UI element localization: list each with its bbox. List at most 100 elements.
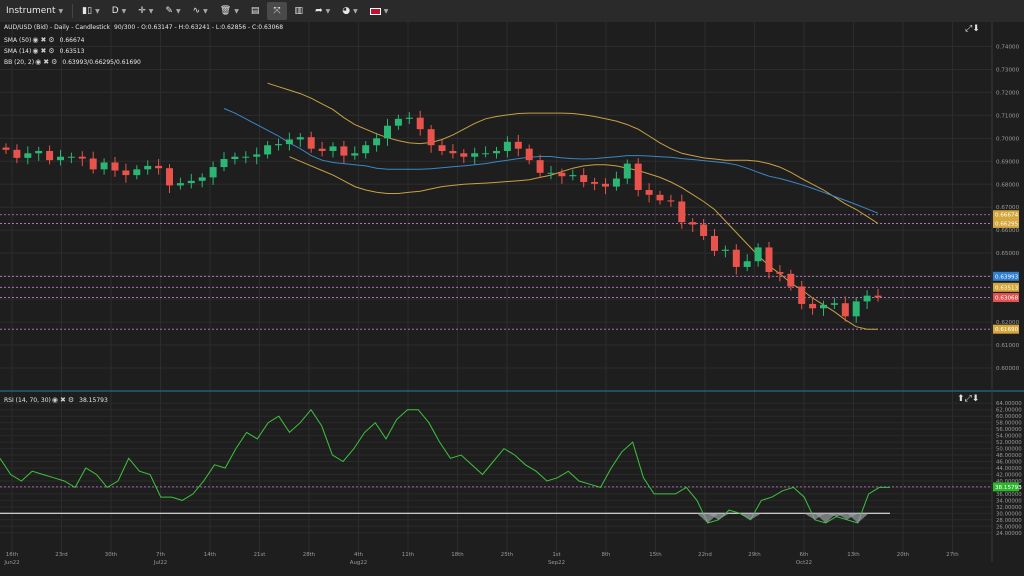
rsi-tick-label: 44.00000	[996, 466, 1022, 472]
price-tick-label: 0.60000	[996, 366, 1020, 372]
candle-body	[645, 190, 653, 195]
rsi-oversold-area	[739, 513, 762, 520]
price-tag-label: 0.61690	[995, 327, 1019, 333]
sma50-legend: SMA (50) ◉ ✖ ⚙ 0.66674	[4, 36, 84, 44]
gear-icon[interactable]: ⚙	[48, 47, 55, 55]
eye-icon[interactable]: ◉	[35, 58, 42, 66]
candle-body	[166, 168, 173, 186]
sma14-value: 0.63513	[59, 47, 85, 55]
candle-body	[285, 139, 293, 145]
close-icon[interactable]: ✖	[40, 47, 47, 55]
candle-body	[612, 178, 620, 187]
share-menu[interactable]: ➦ ▼	[309, 0, 336, 22]
time-tick-label: 27th	[946, 552, 958, 558]
price-tag-box	[993, 271, 1019, 281]
indicators-menu[interactable]: ∿ ▼	[187, 0, 214, 22]
rsi-tick-label: 60.00000	[996, 414, 1022, 420]
language-menu[interactable]: ▼	[364, 0, 395, 22]
candle-body	[536, 160, 544, 173]
instrument-menu[interactable]: Instrument ▼	[0, 0, 69, 22]
price-tag-label: 0.66295	[995, 221, 1019, 227]
candle-body	[732, 249, 740, 267]
price-tick-label: 0.65000	[996, 251, 1020, 257]
gear-icon[interactable]: ⚙	[48, 36, 55, 44]
time-tick-label: 4th	[354, 552, 363, 558]
price-hlines	[0, 214, 992, 330]
toolbar: Instrument ▼ ▮▯ ▼ D ▼ ✛ ▼ ✎ ▼ ∿ ▼ 🗑 ▼ ▤ ⤧ ▥ ➦ ▼ …	[0, 0, 1024, 23]
theme-menu[interactable]: ◕ ▼	[336, 0, 363, 22]
candle-body	[634, 163, 642, 191]
candle-body	[776, 272, 784, 274]
candle-body	[57, 156, 64, 161]
rsi-tick-label: 54.00000	[996, 434, 1022, 440]
time-tick-label: 11th	[402, 552, 414, 558]
rsi-tick-label: 28.00000	[996, 518, 1022, 524]
candle-body	[394, 118, 402, 126]
delete-menu[interactable]: 🗑 ▼	[214, 0, 245, 22]
candle-body	[78, 156, 86, 159]
rsi-tick-label: 64.00000	[996, 401, 1022, 407]
close-icon[interactable]: ✖	[43, 58, 50, 66]
chart-canvas[interactable]: 0.74000 0.73000 0.72000 0.71000 0.70000 0.690…	[0, 22, 1024, 576]
candle-body	[820, 304, 827, 309]
sma14-legend: SMA (14) ◉ ✖ ⚙ 0.63513	[4, 47, 84, 55]
time-tick-label: 30th	[105, 552, 117, 558]
draw-menu[interactable]: ✎ ▼	[159, 0, 186, 22]
candle-body	[307, 137, 315, 149]
candle-body	[471, 153, 479, 157]
candle-body	[198, 177, 206, 181]
price-tag-label: 0.63993	[995, 274, 1019, 280]
candle-body	[438, 145, 446, 151]
candle-body	[787, 273, 795, 287]
price-axis: 0.74000 0.73000 0.72000 0.71000 0.70000 0.690…	[996, 44, 1020, 372]
rsi-oversold-area	[814, 513, 837, 523]
candle-body	[863, 295, 871, 302]
compare-button[interactable]: ⤧	[267, 2, 287, 20]
share-icon: ➦	[315, 6, 323, 16]
candles-menu[interactable]: ▮▯ ▼	[76, 0, 106, 22]
candle-body	[841, 303, 849, 317]
eye-icon[interactable]: ◉	[51, 396, 58, 404]
price-tag-box	[993, 218, 1019, 228]
rsi-tick-label: 32.00000	[996, 505, 1022, 511]
timeframe-menu[interactable]: D ▼	[106, 0, 133, 22]
close-icon[interactable]: ✖	[59, 396, 66, 404]
chevron-down-icon: ▼	[148, 7, 154, 15]
price-tick-label: 0.66000	[996, 228, 1020, 234]
candles	[2, 110, 882, 323]
rsi-tag-label: 38.15793	[995, 485, 1022, 491]
price-tags: 0.66674 0.66295 0.63993 0.63513 0.63068 0.616…	[993, 210, 1019, 334]
candle-body	[449, 150, 457, 154]
toolbar-divider	[72, 4, 74, 18]
rsi-tick-label: 36.00000	[996, 492, 1022, 498]
close-icon[interactable]: ✖	[40, 36, 47, 44]
candle-body	[754, 247, 762, 262]
time-tick-label: 23rd	[55, 552, 67, 558]
gear-icon[interactable]: ⚙	[67, 396, 75, 404]
candle-body	[514, 141, 522, 149]
timeframe-label: D	[111, 6, 119, 16]
time-tick-label: 22nd	[698, 552, 712, 558]
eye-icon[interactable]: ◉	[32, 47, 39, 55]
chevron-down-icon: ▼	[121, 7, 127, 15]
bar-chart-button[interactable]: ▥	[289, 0, 310, 22]
candle-body	[721, 249, 729, 251]
gear-icon[interactable]: ⚙	[51, 58, 58, 66]
candle-body	[351, 153, 359, 156]
candle-body	[809, 303, 817, 309]
candle-body	[13, 149, 21, 158]
price-tick-label: 0.72000	[996, 90, 1020, 96]
rsi-tick-label: 58.00000	[996, 421, 1022, 427]
crosshair-menu[interactable]: ✛ ▼	[132, 0, 159, 22]
time-tick-label: 8th	[602, 552, 611, 558]
pencil-icon: ✎	[165, 6, 173, 16]
eye-icon[interactable]: ◉	[32, 36, 39, 44]
candle-body	[155, 165, 163, 169]
instrument-label: Instrument	[6, 6, 56, 16]
expand-icon[interactable]: ⤢⬇	[965, 24, 980, 34]
chevron-down-icon: ▼	[58, 7, 64, 15]
time-tick-label: 6th	[800, 552, 809, 558]
panel-controls-icon[interactable]: ⬆⤢⬇	[957, 394, 980, 404]
layout-button[interactable]: ▤	[245, 0, 266, 22]
price-tick-label: 0.61000	[996, 343, 1020, 349]
